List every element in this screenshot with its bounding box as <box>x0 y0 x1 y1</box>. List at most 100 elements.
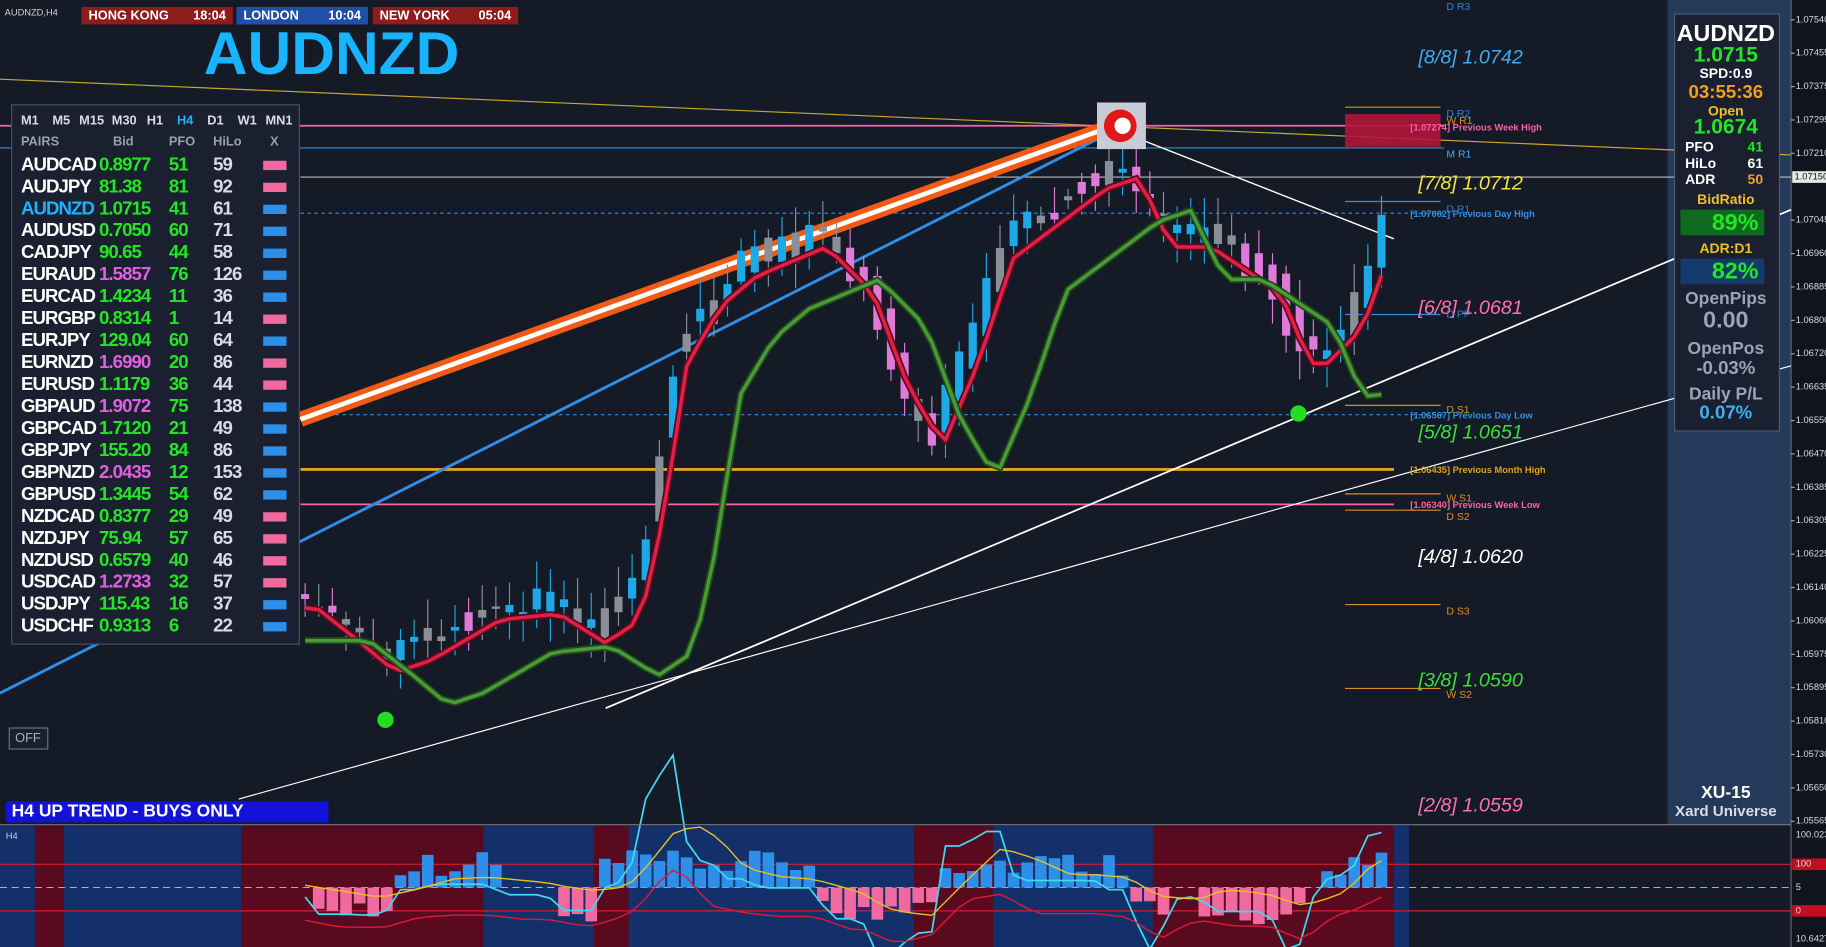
histogram-down <box>312 887 325 909</box>
off-button[interactable] <box>8 727 49 750</box>
timeframe-button[interactable]: M5 <box>52 113 70 128</box>
candle-body <box>410 636 419 642</box>
timeframe-button[interactable]: M1 <box>21 113 39 128</box>
pair-hilo: 138 <box>213 395 242 416</box>
pair-name[interactable]: EURAUD <box>21 263 96 284</box>
pair-hilo: 49 <box>213 505 232 526</box>
pair-close-button[interactable] <box>263 556 287 566</box>
pair-close-button[interactable] <box>263 402 287 412</box>
pair-bid: 2.0435 <box>99 461 151 482</box>
price-label: 1.06225 <box>1796 549 1826 559</box>
pair-close-button[interactable] <box>263 534 287 544</box>
pair-close-button[interactable] <box>263 226 287 236</box>
pair-name[interactable]: AUDJPY <box>21 175 93 196</box>
pair-close-button[interactable] <box>263 380 287 390</box>
pair-close-button[interactable] <box>263 248 287 258</box>
pair-hilo: 153 <box>213 461 242 482</box>
oscillator-cyan <box>304 752 1382 947</box>
pair-close-button[interactable] <box>263 204 287 215</box>
open-pips-label: OpenPips <box>1685 288 1767 308</box>
histogram-up <box>612 863 625 888</box>
pair-name[interactable]: USDJPY <box>21 593 92 614</box>
pivot-label: D S1 <box>1446 405 1469 416</box>
pair-name[interactable]: GBPJPY <box>21 439 93 460</box>
timeframe-button[interactable]: W1 <box>238 113 257 128</box>
histogram-up <box>803 865 816 888</box>
pair-close-button[interactable] <box>263 468 287 478</box>
pair-close-button[interactable] <box>263 292 287 302</box>
table-header: PAIRS <box>21 133 60 148</box>
pair-name[interactable]: AUDCAD <box>21 153 98 174</box>
candle-body <box>1159 213 1168 216</box>
price-label: 1.05975 <box>1796 649 1826 659</box>
candle-body <box>846 247 855 282</box>
bid: 1.0715 <box>1694 43 1758 66</box>
pair-close-button[interactable] <box>263 490 287 500</box>
pair-pfo: 54 <box>169 483 189 504</box>
pair-bid: 1.7120 <box>99 417 151 438</box>
pair-close-button[interactable] <box>263 600 287 610</box>
histogram-down <box>340 887 352 916</box>
price-label: 1.06885 <box>1796 281 1826 291</box>
candle-body <box>600 608 609 639</box>
pair-name[interactable]: EURUSD <box>21 373 95 394</box>
pair-name[interactable]: CADJPY <box>21 241 93 262</box>
pair-name[interactable]: AUDUSD <box>21 219 96 240</box>
pair-hilo: 46 <box>213 549 232 570</box>
pair-close-button[interactable] <box>263 160 287 171</box>
pair-name[interactable]: USDCAD <box>21 571 96 592</box>
pair-name[interactable]: USDCHF <box>21 615 94 636</box>
price-label: 1.06960 <box>1796 248 1826 258</box>
histogram-up <box>626 850 638 888</box>
pair-name[interactable]: EURNZD <box>21 351 94 372</box>
candle-body <box>478 609 487 618</box>
pair-close-button[interactable] <box>263 358 287 368</box>
pair-name[interactable]: GBPNZD <box>21 461 95 482</box>
pair-name[interactable]: NZDUSD <box>21 549 94 570</box>
off-button-label[interactable]: OFF <box>15 730 41 745</box>
candle-body <box>1254 253 1263 277</box>
timeframe-button[interactable]: M30 <box>112 113 137 128</box>
murrey-label: [3/8] 1.0590 <box>1417 670 1522 692</box>
pair-close-button[interactable] <box>263 182 287 193</box>
pair-name[interactable]: AUDNZD <box>21 197 95 218</box>
pivot-label: D PP <box>1446 309 1470 320</box>
pair-name[interactable]: EURJPY <box>21 329 92 350</box>
daily-pl-label: Daily P/L <box>1689 383 1763 403</box>
murrey-label: [7/8] 1.0712 <box>1417 172 1522 194</box>
pair-close-button[interactable] <box>263 336 287 346</box>
histogram-down <box>1293 887 1306 904</box>
timeframe-button[interactable]: D1 <box>207 113 223 128</box>
pair-name[interactable]: NZDCAD <box>21 505 95 526</box>
pair-close-button[interactable] <box>263 578 287 588</box>
pair-close-button[interactable] <box>263 314 287 324</box>
timeframe-button[interactable]: MN1 <box>266 113 293 128</box>
pair-name[interactable]: GBPUSD <box>21 483 96 504</box>
pair-name[interactable]: GBPCAD <box>21 417 98 438</box>
pair-name[interactable]: EURCAD <box>21 285 96 306</box>
pair-bid: 0.6579 <box>99 549 151 570</box>
candle-body <box>559 599 569 608</box>
price-label: 1.06550 <box>1796 415 1826 425</box>
histogram-down <box>898 887 911 913</box>
pair-close-button[interactable] <box>263 446 287 456</box>
histogram-down <box>1239 887 1252 921</box>
adr: 82% <box>1712 258 1759 284</box>
pair-hilo: 65 <box>213 527 232 548</box>
pair-close-button[interactable] <box>263 270 287 280</box>
timeframe-button[interactable]: H4 <box>177 113 194 128</box>
pair-close-button[interactable] <box>263 424 287 434</box>
pair-close-button[interactable] <box>263 512 287 522</box>
pair-hilo: 126 <box>213 263 242 284</box>
indicator-axis-label: 0 <box>1796 905 1801 915</box>
oscillator-red <box>304 869 1382 943</box>
price-label: 1.05650 <box>1796 782 1826 792</box>
pair-name[interactable]: GBPAUD <box>21 395 96 416</box>
pair-close-button[interactable] <box>263 622 287 632</box>
timeframe-button[interactable]: H1 <box>147 113 163 128</box>
candle-body <box>1363 265 1372 309</box>
pair-name[interactable]: EURGBP <box>21 307 97 328</box>
pair-name[interactable]: NZDJPY <box>21 527 91 548</box>
table-header: PFO <box>169 133 195 148</box>
timeframe-button[interactable]: M15 <box>79 113 104 128</box>
